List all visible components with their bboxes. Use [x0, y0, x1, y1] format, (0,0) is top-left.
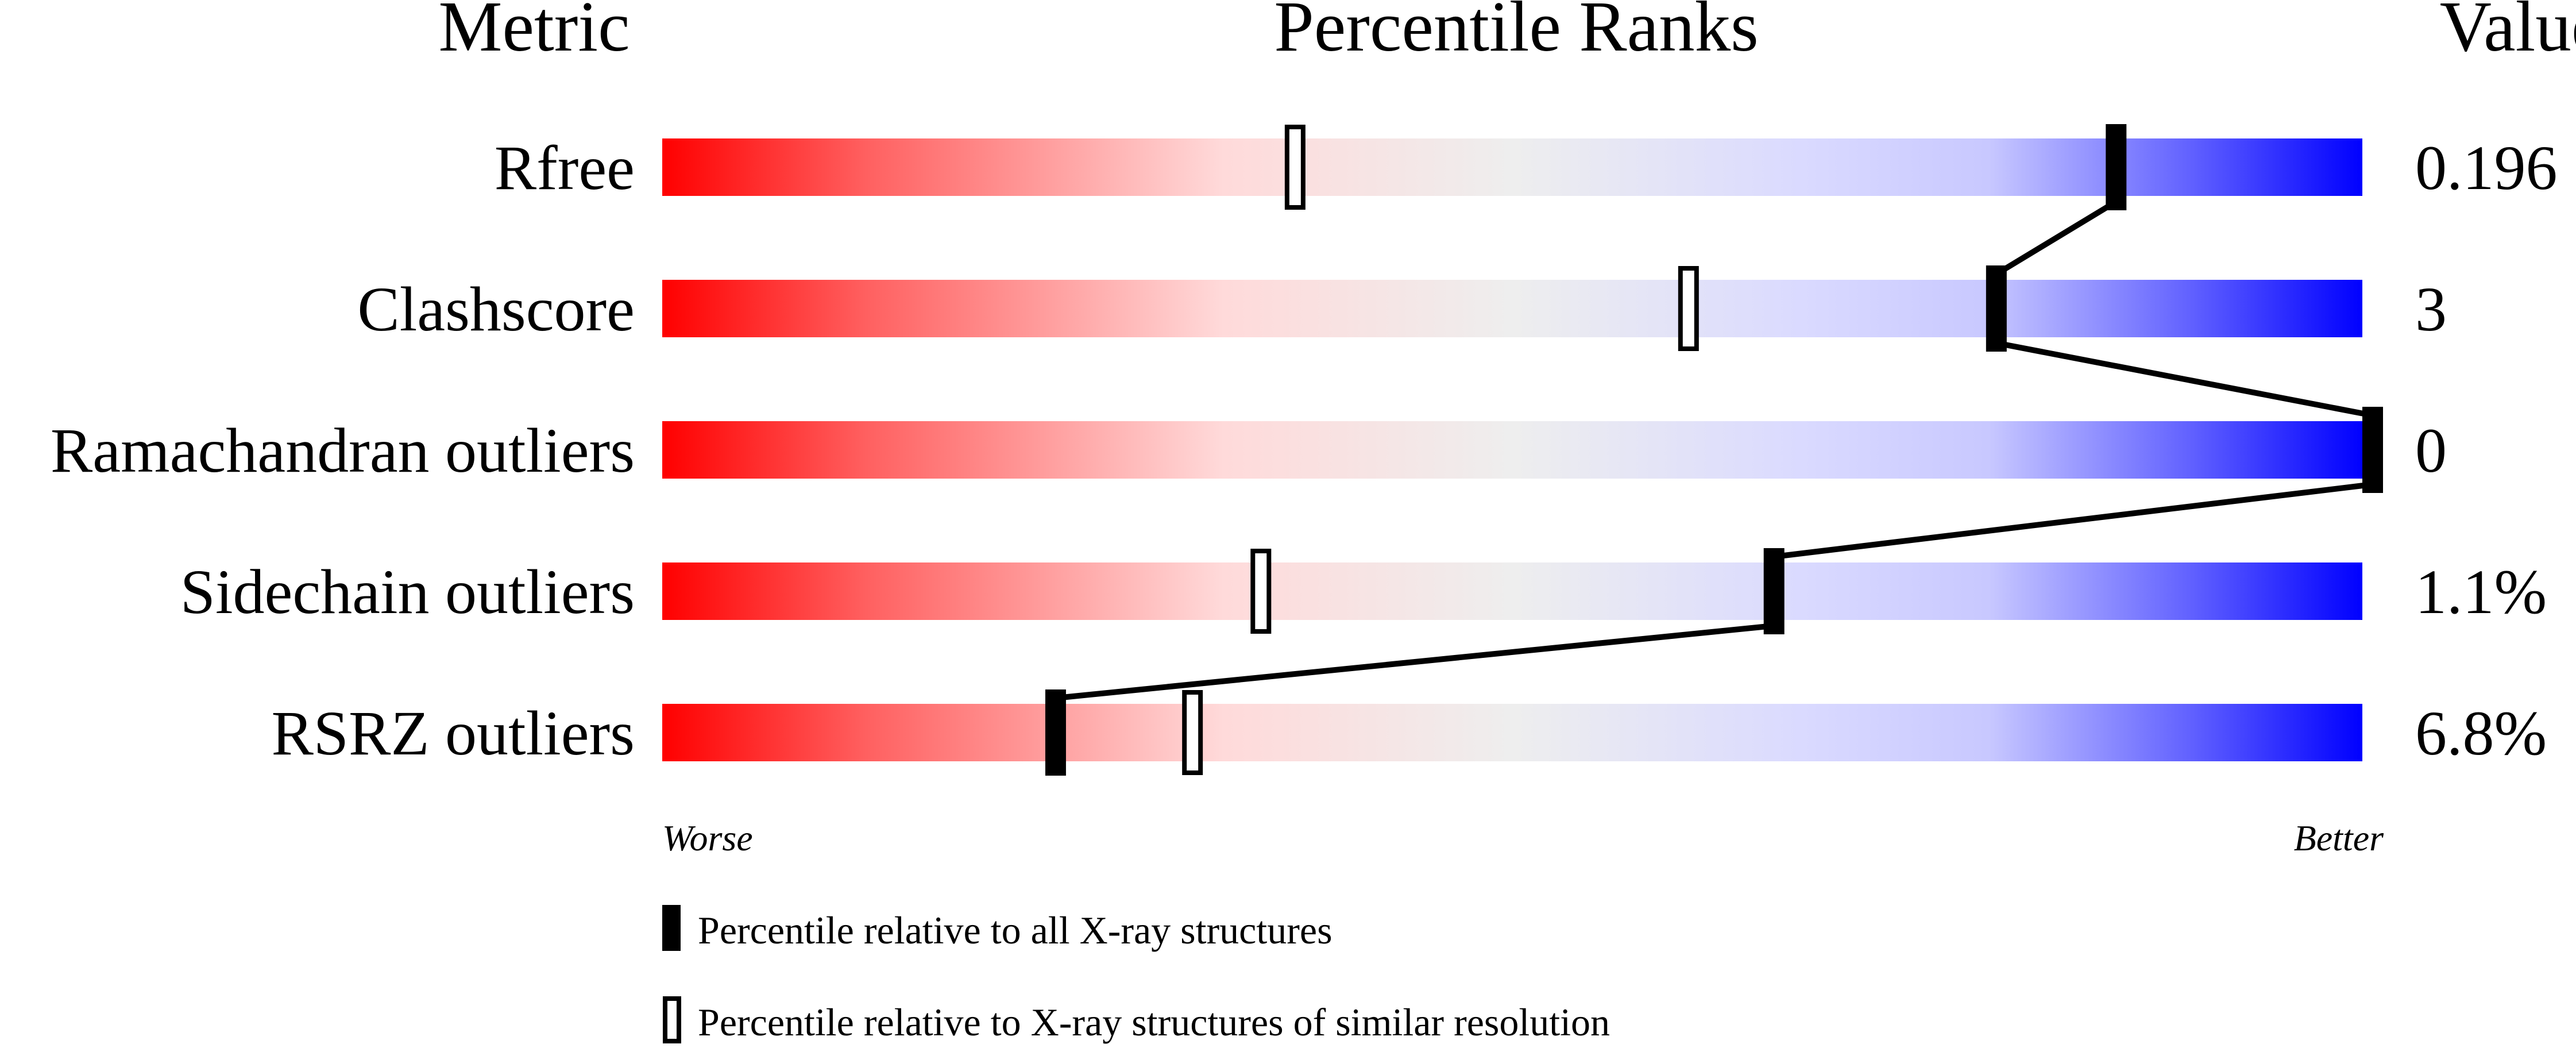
connector-line	[1055, 623, 1775, 701]
marker-similar-resolution	[1284, 125, 1306, 210]
connector-line	[1995, 340, 2373, 418]
marker-all-structures	[2362, 407, 2383, 493]
header-value: Value	[2440, 0, 2576, 67]
marker-all-structures	[1763, 548, 1785, 634]
axis-worse-label: Worse	[662, 818, 753, 858]
marker-similar-resolution	[1182, 690, 1203, 775]
gradient-bar	[662, 138, 2362, 196]
header-percentile: Percentile Ranks	[1274, 0, 1759, 67]
metric-label: Sidechain outliers	[180, 557, 635, 627]
metric-value: 1.1%	[2415, 557, 2547, 627]
marker-similar-resolution	[1250, 549, 1272, 634]
metric-label: Clashscore	[357, 274, 635, 344]
marker-all-structures	[1986, 265, 2007, 352]
metric-label: RSRZ outliers	[271, 698, 635, 768]
gradient-bar	[662, 280, 2362, 337]
legend-filled-marker	[662, 905, 681, 951]
header-metric: Metric	[438, 0, 629, 67]
metric-label: Ramachandran outliers	[51, 415, 635, 486]
marker-similar-resolution	[1678, 266, 1699, 351]
gradient-bar	[662, 704, 2362, 761]
connector-line	[1995, 199, 2118, 277]
metric-value: 3	[2415, 274, 2447, 344]
metric-label: Rfree	[495, 133, 635, 203]
metric-value: 0	[2415, 415, 2447, 486]
axis-better-label: Better	[2294, 818, 2384, 858]
legend-open-label: Percentile relative to X-ray structures …	[698, 1000, 1610, 1044]
connector-line	[1774, 481, 2373, 560]
legend-filled-label: Percentile relative to all X-ray structu…	[698, 908, 1333, 952]
marker-all-structures	[1045, 689, 1066, 776]
metric-value: 0.196	[2415, 133, 2558, 203]
metric-value: 6.8%	[2415, 698, 2547, 768]
gradient-bar	[662, 562, 2362, 620]
legend-open-marker	[663, 996, 681, 1043]
gradient-bar	[662, 421, 2362, 479]
marker-all-structures	[2106, 124, 2127, 210]
